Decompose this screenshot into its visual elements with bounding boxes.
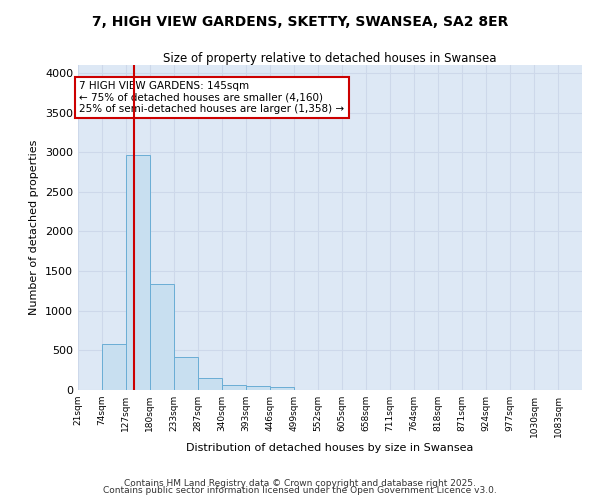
Bar (246, 386, 270, 390)
Bar (222, 385, 246, 390)
Bar (126, 154, 150, 390)
Y-axis label: Number of detached properties: Number of detached properties (29, 140, 40, 315)
Text: Contains HM Land Registry data © Crown copyright and database right 2025.: Contains HM Land Registry data © Crown c… (124, 478, 476, 488)
Text: Contains public sector information licensed under the Open Government Licence v3: Contains public sector information licen… (103, 486, 497, 495)
Bar (174, 356, 198, 390)
Text: 7, HIGH VIEW GARDENS, SKETTY, SWANSEA, SA2 8ER: 7, HIGH VIEW GARDENS, SKETTY, SWANSEA, S… (92, 15, 508, 29)
X-axis label: Distribution of detached houses by size in Swansea: Distribution of detached houses by size … (187, 442, 473, 452)
Title: Size of property relative to detached houses in Swansea: Size of property relative to detached ho… (163, 52, 497, 65)
Bar (198, 378, 222, 390)
Bar (102, 344, 126, 390)
Text: 7 HIGH VIEW GARDENS: 145sqm
← 75% of detached houses are smaller (4,160)
25% of : 7 HIGH VIEW GARDENS: 145sqm ← 75% of det… (79, 81, 344, 114)
Bar (150, 284, 174, 390)
Bar (270, 387, 294, 390)
